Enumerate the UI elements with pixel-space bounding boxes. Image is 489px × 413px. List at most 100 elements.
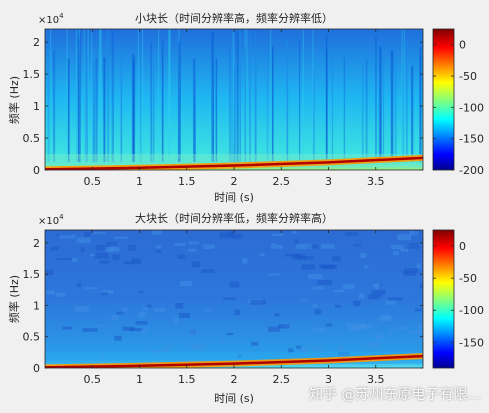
spectral-streak — [246, 29, 248, 158]
spectral-block — [418, 324, 423, 329]
spectral-streak — [394, 46, 397, 163]
spectral-block — [45, 269, 54, 276]
spectral-block — [114, 335, 122, 341]
spectral-streak — [236, 32, 239, 162]
spectral-block — [62, 326, 73, 330]
bottom-colorbar — [432, 229, 455, 369]
spectral-streak — [249, 31, 251, 162]
spectral-streak — [99, 29, 101, 158]
spectral-block — [416, 263, 422, 269]
spectral-streak — [239, 30, 242, 163]
spectral-block — [154, 308, 166, 312]
spectral-streak — [78, 41, 81, 163]
spectral-block — [204, 308, 212, 313]
spectral-block — [223, 297, 236, 300]
spectral-block — [187, 248, 197, 252]
spectral-streak — [402, 61, 405, 163]
spectral-block — [274, 313, 280, 317]
spectral-block — [317, 279, 333, 285]
spectral-streak — [133, 55, 136, 162]
spectral-block — [71, 257, 78, 262]
spectral-block — [408, 243, 419, 249]
spectral-streak — [178, 29, 180, 158]
spectral-block — [312, 327, 326, 333]
x-tick-label: 2.5 — [273, 373, 291, 386]
spectral-streak — [139, 45, 142, 162]
spectral-block — [334, 289, 345, 293]
spectral-block — [97, 324, 106, 327]
spectral-block — [128, 244, 136, 251]
spectral-streak — [66, 29, 68, 158]
spectral-block — [229, 281, 240, 288]
x-tick-label: 3.5 — [367, 373, 385, 386]
spectral-streak — [177, 42, 181, 162]
spectral-block — [301, 264, 316, 270]
spectral-block — [364, 265, 369, 269]
top-spectrogram-panel: 小块长（时间分辨率高，频率分辨率低） 0.5 1 1.5 2 2.5 3 3.5 0 0.5 1… — [7, 11, 484, 204]
colorbar-tick-label: 0 — [459, 39, 466, 52]
spectral-block — [314, 309, 322, 315]
x-tick-label: 3.5 — [367, 175, 385, 188]
spectral-streak — [168, 29, 170, 158]
spectral-streak — [47, 43, 50, 162]
spectral-block — [94, 252, 109, 259]
spectral-streak — [312, 29, 314, 158]
spectral-block — [179, 312, 190, 318]
spectral-block — [227, 231, 234, 237]
spectral-block — [138, 290, 144, 294]
spectral-block — [285, 253, 301, 257]
spectral-block — [89, 253, 98, 257]
spectral-streak — [411, 66, 414, 162]
spectral-block — [368, 296, 379, 300]
spectral-block — [142, 308, 148, 311]
top-x-ticks: 0.5 1 1.5 2 2.5 3 3.5 — [84, 29, 385, 188]
spectral-block — [410, 230, 420, 236]
y-tick-label: 2 — [33, 36, 40, 49]
spectral-block — [139, 311, 146, 318]
spectral-streak — [111, 31, 115, 162]
bottom-chart-title: 大块长（时间分辨率低，频率分辨率高） — [135, 211, 333, 225]
spectral-streak — [390, 50, 394, 162]
spectral-streak — [232, 29, 234, 158]
bottom-colorbar-ticks: 0 -50 -100 -150 — [433, 240, 484, 349]
spectral-block — [391, 244, 404, 250]
spectral-block — [393, 251, 400, 256]
y-tick-label: 0.5 — [23, 132, 41, 145]
spectral-block — [101, 292, 109, 296]
spectral-block — [414, 308, 422, 312]
spectral-block — [297, 256, 314, 260]
spectral-streak — [286, 39, 289, 162]
spectral-block — [234, 309, 241, 316]
spectral-block — [179, 280, 192, 287]
spectral-streak — [298, 40, 301, 162]
spectral-block — [227, 332, 234, 336]
spectral-block — [368, 293, 383, 298]
spectral-streak — [103, 57, 106, 162]
spectral-streak — [50, 29, 52, 158]
spectral-streak — [302, 29, 304, 158]
x-tick-label: 3 — [325, 373, 332, 386]
spectral-block — [121, 308, 128, 312]
spectral-block — [312, 304, 318, 308]
spectral-streak — [91, 29, 93, 158]
colorbar-tick-label: -150 — [459, 133, 484, 146]
spectral-streak — [271, 46, 274, 162]
spectral-streak — [233, 65, 236, 162]
spectral-streak — [419, 47, 422, 162]
colorbar-tick-label: -100 — [459, 101, 484, 114]
spectral-block — [84, 287, 98, 290]
spectral-block — [112, 254, 120, 260]
spectral-block — [76, 237, 92, 244]
spectral-streak — [192, 59, 196, 162]
spectral-block — [335, 304, 341, 308]
spectral-streak — [142, 29, 144, 158]
chirp-core-line — [45, 354, 423, 368]
spectral-streak — [312, 67, 315, 162]
spectral-block — [398, 326, 407, 331]
spectral-block — [152, 230, 162, 235]
spectral-streak — [403, 29, 405, 158]
x-tick-label: 1 — [136, 373, 143, 386]
colorbar-tick-label: -150 — [459, 336, 484, 349]
spectral-block — [219, 232, 234, 239]
